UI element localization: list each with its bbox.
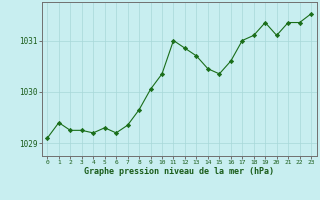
X-axis label: Graphe pression niveau de la mer (hPa): Graphe pression niveau de la mer (hPa) [84, 167, 274, 176]
